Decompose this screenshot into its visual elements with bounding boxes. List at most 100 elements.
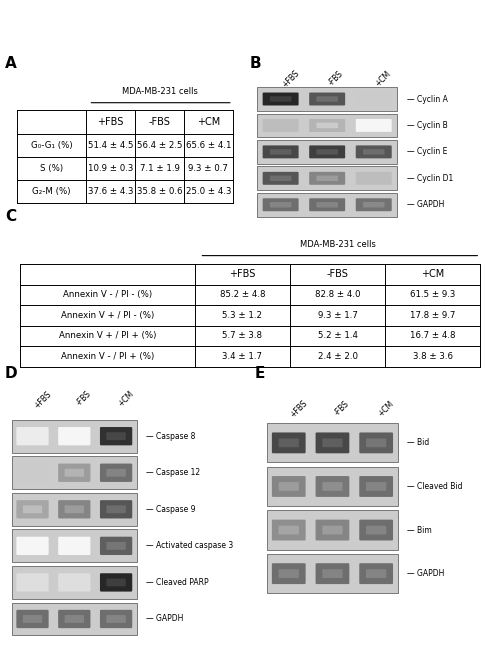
FancyBboxPatch shape [100,610,132,628]
Text: — Caspase 12: — Caspase 12 [146,468,200,477]
Text: C: C [5,209,16,224]
FancyBboxPatch shape [262,172,298,185]
Text: 61.5 ± 9.3: 61.5 ± 9.3 [410,290,456,300]
FancyBboxPatch shape [16,574,48,592]
FancyBboxPatch shape [106,615,126,623]
Text: — Cyclin D1: — Cyclin D1 [407,174,453,183]
Text: B: B [250,56,262,71]
FancyBboxPatch shape [360,520,393,540]
Text: — Caspase 8: — Caspase 8 [146,432,195,441]
FancyBboxPatch shape [100,537,132,555]
FancyBboxPatch shape [316,520,350,540]
Text: Annexin V + / PI - (%): Annexin V + / PI - (%) [60,311,154,320]
Text: — Cleaved Bid: — Cleaved Bid [407,482,463,491]
Text: S (%): S (%) [40,164,64,173]
FancyBboxPatch shape [106,542,126,550]
FancyBboxPatch shape [363,202,384,207]
FancyBboxPatch shape [356,198,392,211]
Bar [267,467,398,506]
FancyBboxPatch shape [272,563,306,584]
FancyBboxPatch shape [106,469,126,477]
FancyBboxPatch shape [58,610,90,628]
Text: +CM: +CM [421,269,444,279]
FancyBboxPatch shape [100,500,132,519]
FancyBboxPatch shape [106,579,126,587]
FancyBboxPatch shape [16,464,48,482]
Text: -FBS: -FBS [326,269,348,279]
FancyBboxPatch shape [366,569,386,578]
Text: — GAPDH: — GAPDH [407,569,445,578]
Text: +CM: +CM [374,69,393,88]
Text: 5.7 ± 3.8: 5.7 ± 3.8 [222,332,262,340]
Text: 51.4 ± 4.5: 51.4 ± 4.5 [88,141,134,150]
FancyBboxPatch shape [262,145,298,158]
Text: — Bid: — Bid [407,438,430,447]
Text: +CM: +CM [376,399,396,418]
FancyBboxPatch shape [58,464,90,482]
FancyBboxPatch shape [309,172,345,185]
FancyBboxPatch shape [360,432,393,453]
FancyBboxPatch shape [278,439,299,447]
Text: 16.7 ± 4.8: 16.7 ± 4.8 [410,332,456,340]
FancyBboxPatch shape [272,476,306,497]
Bar [258,87,397,111]
Bar [267,510,398,549]
FancyBboxPatch shape [316,432,350,453]
Text: — Cyclin E: — Cyclin E [407,147,447,156]
FancyBboxPatch shape [366,526,386,534]
FancyBboxPatch shape [309,119,345,132]
FancyBboxPatch shape [270,149,291,154]
FancyBboxPatch shape [23,615,42,623]
Bar [258,140,397,164]
FancyBboxPatch shape [322,482,342,491]
Text: 35.8 ± 0.6: 35.8 ± 0.6 [136,187,182,196]
FancyBboxPatch shape [58,574,90,592]
Text: — Bim: — Bim [407,526,432,534]
FancyBboxPatch shape [64,469,84,477]
Text: G₀-G₁ (%): G₀-G₁ (%) [31,141,72,150]
FancyBboxPatch shape [316,202,338,207]
FancyBboxPatch shape [64,506,84,513]
Text: +FBS: +FBS [229,269,256,279]
FancyBboxPatch shape [309,145,345,158]
Bar [12,602,137,636]
Bar [258,166,397,190]
Text: 85.2 ± 4.8: 85.2 ± 4.8 [220,290,265,300]
Text: A: A [5,56,17,71]
Text: 37.6 ± 4.3: 37.6 ± 4.3 [88,187,134,196]
Text: 7.1 ± 1.9: 7.1 ± 1.9 [140,164,179,173]
FancyBboxPatch shape [58,427,90,445]
Text: +CM: +CM [116,389,136,408]
FancyBboxPatch shape [270,96,291,102]
Text: -FBS: -FBS [148,117,171,127]
FancyBboxPatch shape [64,615,84,623]
FancyBboxPatch shape [316,123,338,128]
Text: Annexin V - / PI - (%): Annexin V - / PI - (%) [62,290,152,300]
Text: -FBS: -FBS [327,69,345,87]
FancyBboxPatch shape [58,500,90,519]
FancyBboxPatch shape [316,175,338,181]
FancyBboxPatch shape [316,476,350,497]
Text: — Cyclin B: — Cyclin B [407,121,448,130]
FancyBboxPatch shape [316,563,350,584]
FancyBboxPatch shape [278,482,299,491]
FancyBboxPatch shape [356,172,392,185]
Text: 3.8 ± 3.6: 3.8 ± 3.6 [412,352,453,361]
Text: +FBS: +FBS [289,399,310,420]
FancyBboxPatch shape [16,500,48,519]
FancyBboxPatch shape [309,92,345,105]
FancyBboxPatch shape [360,563,393,584]
Text: — Cleaved PARP: — Cleaved PARP [146,578,208,587]
FancyBboxPatch shape [356,119,392,132]
FancyBboxPatch shape [106,432,126,440]
FancyBboxPatch shape [23,506,42,513]
FancyBboxPatch shape [16,537,48,555]
FancyBboxPatch shape [360,476,393,497]
FancyBboxPatch shape [356,145,392,158]
Text: 82.8 ± 4.0: 82.8 ± 4.0 [315,290,360,300]
FancyBboxPatch shape [278,569,299,578]
Text: 9.3 ± 1.7: 9.3 ± 1.7 [318,311,358,320]
Text: -FBS: -FBS [332,399,350,417]
Text: — Cyclin A: — Cyclin A [407,95,448,103]
FancyBboxPatch shape [356,92,392,105]
